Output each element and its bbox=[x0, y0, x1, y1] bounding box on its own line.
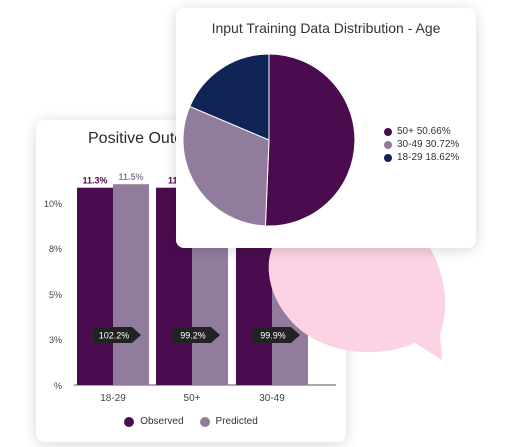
pie-legend-label-50plus: 50+ 50.66% bbox=[397, 126, 451, 137]
data-label-observed: 11. bbox=[168, 176, 180, 186]
data-label-observed: 11.3% bbox=[82, 176, 107, 186]
pie-slice-50+ bbox=[264, 53, 356, 227]
ratio-badge bbox=[94, 327, 141, 343]
y-tick-label: 10% bbox=[44, 199, 62, 209]
legend-item-predicted[interactable]: Predicted bbox=[199, 416, 258, 427]
pie-chart-card: Input Training Data Distribution - Age 5… bbox=[176, 8, 476, 248]
pie-legend-dot-18-29 bbox=[384, 153, 392, 162]
bar-legend: Observed Predicted bbox=[36, 416, 346, 427]
pie-legend-dot-50plus bbox=[384, 127, 392, 136]
pie-legend: 50+ 50.66% 30-49 30.72% 18-29 18.62% bbox=[384, 125, 459, 164]
bar-observed-18-29 bbox=[77, 187, 113, 385]
pie-legend-item-30-49[interactable]: 30-49 30.72% bbox=[384, 138, 459, 151]
pie-legend-item-18-29[interactable]: 18-29 18.62% bbox=[384, 151, 459, 164]
legend-dot-observed bbox=[124, 416, 135, 427]
pie-slice-18-29 bbox=[189, 53, 270, 141]
legend-label-observed: Observed bbox=[140, 416, 184, 427]
data-label-predicted: 11.5% bbox=[118, 172, 143, 182]
pie-slice-30-49 bbox=[182, 105, 270, 227]
bar-chart-title: Positive Outco bbox=[88, 130, 192, 147]
pie-chart bbox=[182, 53, 356, 227]
pie-legend-item-50plus[interactable]: 50+ 50.66% bbox=[384, 125, 459, 138]
pie-legend-dot-30-49 bbox=[384, 140, 392, 149]
ratio-badge bbox=[253, 327, 300, 343]
y-tick-label: 8% bbox=[49, 244, 62, 254]
speech-bubble-shape bbox=[268, 248, 446, 360]
x-tick-label: 30-49 bbox=[259, 393, 285, 404]
y-tick-label: 3% bbox=[49, 335, 62, 345]
y-tick-label: 5% bbox=[49, 290, 62, 300]
ratio-badge bbox=[173, 327, 220, 343]
legend-dot-predicted bbox=[199, 416, 210, 427]
y-tick-label: % bbox=[54, 381, 62, 391]
legend-item-observed[interactable]: Observed bbox=[124, 416, 184, 427]
ratio-badge-label: 99.2% bbox=[180, 331, 206, 341]
pie-legend-label-30-49: 30-49 30.72% bbox=[397, 139, 460, 150]
pie-chart-title: Input Training Data Distribution - Age bbox=[211, 20, 441, 36]
pie-legend-label-18-29: 18-29 18.62% bbox=[397, 152, 460, 163]
ratio-badge-label: 99.9% bbox=[260, 331, 286, 341]
x-tick-label: 18-29 bbox=[100, 393, 126, 404]
bar-predicted-18-29 bbox=[113, 184, 149, 385]
ratio-badge-label: 102.2% bbox=[99, 331, 130, 341]
legend-label-predicted: Predicted bbox=[215, 416, 258, 427]
x-tick-label: 50+ bbox=[184, 393, 201, 404]
